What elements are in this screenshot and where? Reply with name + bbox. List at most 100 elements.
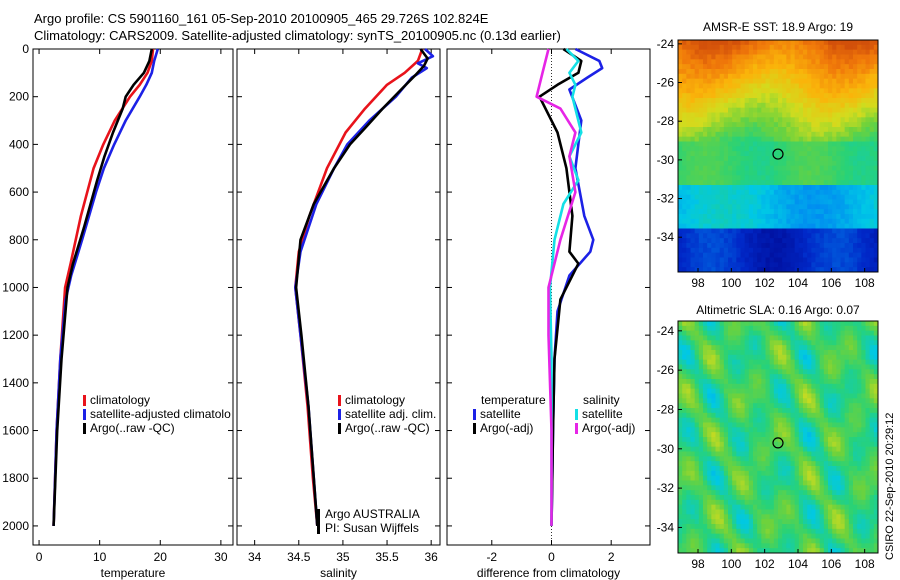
- climatology-subtitle: Climatology: CARS2009. Satellite-adjuste…: [34, 28, 561, 43]
- y-tick-label: 2000: [2, 519, 29, 533]
- legend-swatch: [575, 423, 578, 434]
- legend-swatch: [83, 423, 86, 434]
- map-x-tick-label: 104: [788, 557, 808, 571]
- legend-label: satellite adj. clim.: [345, 407, 436, 421]
- x-tick-label: 34: [248, 550, 262, 564]
- map-x-tick-label: 102: [755, 276, 775, 290]
- legend-label: satellite-adjusted climatolo: [90, 407, 231, 421]
- legend-label: climatology: [90, 393, 150, 407]
- map-title: AMSR-E SST: 18.9 Argo: 19: [703, 20, 853, 34]
- x-axis-label: temperature: [101, 566, 166, 580]
- series-line-magenta: [535, 48, 577, 526]
- map-y-tick-label: -34: [657, 230, 675, 244]
- map-y-tick-label: -26: [657, 76, 675, 90]
- y-tick-label: 400: [9, 137, 29, 151]
- legend-swatch: [473, 423, 476, 434]
- legend-swatch: [473, 409, 476, 420]
- legend-label: Argo(..raw -QC): [345, 421, 430, 435]
- map-x-tick-label: 106: [821, 276, 841, 290]
- series-line-black: [294, 48, 429, 526]
- x-tick-label: 2: [608, 550, 615, 564]
- x-axis-label: salinity: [320, 566, 357, 580]
- x-tick-label: 34.5: [287, 550, 311, 564]
- series-line-blue: [52, 48, 160, 526]
- map-x-tick-label: 104: [788, 276, 808, 290]
- y-tick-label: 1200: [2, 328, 29, 342]
- y-tick-label: 200: [9, 90, 29, 104]
- x-tick-label: 35.5: [375, 550, 399, 564]
- annotation-argo-australia: Argo AUSTRALIA: [325, 507, 420, 521]
- map-y-tick-label: -34: [657, 520, 675, 534]
- x-tick-label: 35: [336, 550, 350, 564]
- map-x-tick-label: 108: [855, 557, 875, 571]
- x-tick-label: 30: [214, 550, 228, 564]
- y-tick-label: 1600: [2, 424, 29, 438]
- map-y-tick-label: -26: [657, 363, 675, 377]
- y-tick-label: 1000: [2, 280, 29, 294]
- map-panel-4: [677, 320, 879, 554]
- x-tick-label: 36: [424, 550, 438, 564]
- map-y-tick-label: -24: [657, 324, 675, 338]
- map-x-tick-label: 100: [721, 276, 741, 290]
- y-tick-label: 1800: [2, 471, 29, 485]
- legend-swatch: [575, 409, 578, 420]
- x-tick-label: 0: [548, 550, 555, 564]
- x-tick-label: 0: [36, 550, 43, 564]
- series-line-black: [538, 47, 583, 526]
- x-axis-label: difference from climatology: [477, 566, 620, 580]
- map-panel-3: [677, 39, 879, 273]
- map-y-tick-label: -28: [657, 114, 675, 128]
- legend-label: satellite: [582, 407, 623, 421]
- series-line-red: [293, 48, 424, 527]
- legend-swatch: [83, 409, 86, 420]
- map-y-tick-label: -24: [657, 37, 675, 51]
- legend-swatch: [338, 409, 341, 420]
- legend-heading: salinity: [583, 393, 620, 407]
- legend-label: climatology: [345, 393, 405, 407]
- map-x-tick-label: 106: [821, 557, 841, 571]
- map-y-tick-label: -32: [657, 192, 675, 206]
- plot-frame: [32, 48, 234, 546]
- map-y-tick-label: -28: [657, 402, 675, 416]
- legend-label: Argo(..raw -QC): [90, 421, 175, 435]
- profile-panel-2: [446, 47, 651, 546]
- annotation-marker: [317, 509, 320, 534]
- profile-panel-0: [32, 48, 234, 546]
- series-line-black: [52, 48, 154, 526]
- profile-panel-1: [236, 48, 441, 546]
- map-x-tick-label: 100: [721, 557, 741, 571]
- map-x-tick-label: 98: [691, 276, 705, 290]
- map-frame: [677, 39, 879, 273]
- legend-heading: temperature: [481, 393, 546, 407]
- annotation-pi-name: PI: Susan Wijffels: [325, 521, 419, 535]
- map-frame: [677, 320, 879, 554]
- y-tick-label: 600: [9, 185, 29, 199]
- legend-swatch: [338, 423, 341, 434]
- argo-position-marker: [772, 148, 784, 160]
- x-tick-label: -2: [486, 550, 497, 564]
- map-x-tick-label: 108: [855, 276, 875, 290]
- map-y-tick-label: -30: [657, 153, 675, 167]
- legend-swatch: [83, 395, 86, 406]
- series-line-blue: [293, 48, 435, 526]
- timestamp-stamp: CSIRO 22-Sep-2010 20:29:12: [884, 413, 896, 560]
- map-y-tick-label: -30: [657, 442, 675, 456]
- legend-label: satellite: [480, 407, 521, 421]
- legend-label: Argo(-adj): [582, 421, 635, 435]
- legend-label: Argo(-adj): [480, 421, 533, 435]
- map-title: Altimetric SLA: 0.16 Argo: 0.07: [696, 303, 860, 317]
- legend-swatch: [338, 395, 341, 406]
- x-tick-label: 20: [154, 550, 168, 564]
- map-y-tick-label: -32: [657, 481, 675, 495]
- argo-position-marker: [772, 437, 784, 449]
- y-tick-label: 0: [22, 42, 29, 56]
- series-line-blue: [550, 47, 604, 526]
- profile-title: Argo profile: CS 5901160_161 05-Sep-2010…: [34, 11, 489, 26]
- plot-frame: [236, 48, 441, 546]
- map-x-tick-label: 102: [755, 557, 775, 571]
- y-tick-label: 1400: [2, 376, 29, 390]
- y-tick-label: 800: [9, 233, 29, 247]
- x-tick-label: 10: [93, 550, 107, 564]
- map-x-tick-label: 98: [691, 557, 705, 571]
